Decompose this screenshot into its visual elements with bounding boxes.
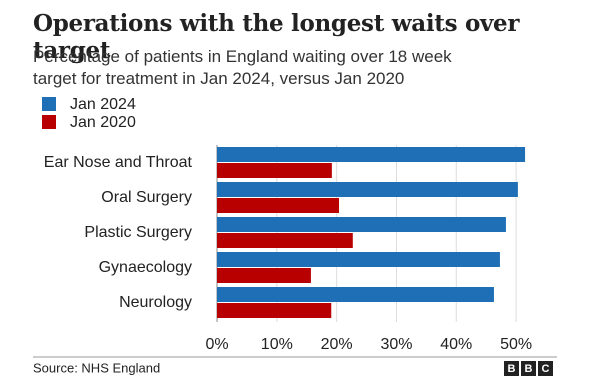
y-tick-label: Ear Nose and Throat xyxy=(44,154,193,171)
bar xyxy=(217,182,518,197)
y-tick-label: Neurology xyxy=(119,294,192,311)
x-tick-label: 10% xyxy=(261,336,293,353)
legend-swatch xyxy=(42,97,56,111)
bar xyxy=(217,303,332,318)
y-tick-label: Gynaecology xyxy=(99,259,192,276)
y-tick-label: Plastic Surgery xyxy=(84,224,192,241)
bar xyxy=(217,163,332,178)
bar xyxy=(217,233,353,248)
legend-swatch xyxy=(42,115,56,129)
x-tick-label: 20% xyxy=(321,336,353,353)
x-tick-label: 30% xyxy=(380,336,412,353)
logo-letter: B xyxy=(525,363,533,375)
logo-box xyxy=(521,361,536,376)
bar xyxy=(217,198,340,213)
logo-box xyxy=(538,361,553,376)
source: Source: NHS England xyxy=(33,360,160,375)
bar xyxy=(217,217,506,232)
x-tick-label: 50% xyxy=(500,336,532,353)
legend-label: Jan 2020 xyxy=(70,114,136,131)
logo-box xyxy=(504,361,519,376)
logo-letter: C xyxy=(542,363,550,375)
x-tick-label: 40% xyxy=(440,336,472,353)
bar xyxy=(217,147,526,162)
bar xyxy=(217,287,494,302)
bar xyxy=(217,252,500,267)
legend-label: Jan 2024 xyxy=(70,96,136,113)
bar xyxy=(217,268,311,283)
chart-title: Operations with the longest waits over t… xyxy=(33,10,520,64)
chart-subtitle: Percentage of patients in England waitin… xyxy=(33,47,452,88)
x-tick-label: 0% xyxy=(205,336,228,353)
logo-letter: B xyxy=(508,363,516,375)
y-tick-label: Oral Surgery xyxy=(101,189,192,206)
